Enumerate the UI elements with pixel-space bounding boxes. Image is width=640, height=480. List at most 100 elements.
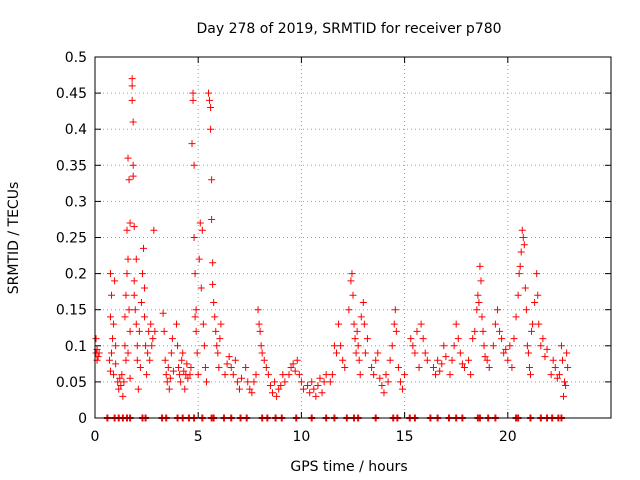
data-point xyxy=(196,219,204,227)
y-axis-label: SRMTID / TECUs xyxy=(6,182,22,295)
data-point xyxy=(481,353,489,361)
data-point xyxy=(287,363,295,371)
data-point xyxy=(130,223,138,231)
data-point xyxy=(520,241,528,249)
data-point xyxy=(189,89,197,97)
data-point xyxy=(212,327,220,335)
data-point xyxy=(121,313,129,321)
data-point xyxy=(178,356,186,364)
data-point xyxy=(258,349,266,357)
data-point xyxy=(129,161,137,169)
data-point xyxy=(269,389,277,397)
data-point xyxy=(467,371,475,379)
data-point xyxy=(257,342,265,350)
data-point xyxy=(345,306,353,314)
data-point xyxy=(496,327,504,335)
data-point xyxy=(473,306,481,314)
data-point xyxy=(221,371,229,379)
data-point xyxy=(129,172,137,180)
data-point xyxy=(275,385,283,393)
data-point xyxy=(391,306,399,314)
data-point xyxy=(186,371,194,379)
data-point xyxy=(227,363,235,371)
data-point xyxy=(508,363,516,371)
x-tick-label: 0 xyxy=(91,429,100,445)
data-point xyxy=(314,382,322,390)
data-point xyxy=(460,363,468,371)
data-point xyxy=(137,298,145,306)
data-point xyxy=(149,335,157,343)
data-point xyxy=(205,89,213,97)
data-point xyxy=(108,291,116,299)
data-point xyxy=(248,389,256,397)
data-point xyxy=(332,349,340,357)
x-tick-label: 10 xyxy=(292,429,310,445)
data-point xyxy=(384,378,392,386)
data-point xyxy=(208,215,216,223)
data-point xyxy=(370,371,378,379)
data-point xyxy=(471,327,479,335)
data-point xyxy=(293,356,301,364)
data-point xyxy=(456,349,464,357)
data-point xyxy=(374,349,382,357)
data-point xyxy=(413,327,421,335)
data-point xyxy=(148,342,156,350)
data-point xyxy=(190,234,198,241)
data-point xyxy=(363,335,371,343)
data-point xyxy=(537,342,545,350)
data-point xyxy=(193,349,201,357)
data-point xyxy=(351,335,359,343)
data-point xyxy=(322,371,330,379)
y-tick-label: 0.15 xyxy=(56,303,87,319)
data-point xyxy=(144,349,152,357)
data-point xyxy=(201,363,209,371)
data-point xyxy=(108,349,116,357)
data-point xyxy=(95,349,103,357)
data-point xyxy=(518,226,526,234)
data-point xyxy=(128,96,136,104)
data-point xyxy=(211,313,219,321)
data-point xyxy=(353,327,361,335)
data-point xyxy=(110,371,118,379)
data-point xyxy=(306,389,314,397)
data-point xyxy=(195,255,203,263)
data-point xyxy=(434,356,442,364)
data-point xyxy=(352,349,360,357)
data-point xyxy=(166,374,174,382)
data-point xyxy=(209,259,217,267)
data-point xyxy=(191,313,199,321)
data-point xyxy=(125,176,133,184)
data-point xyxy=(555,371,563,379)
data-point xyxy=(285,371,293,379)
data-point xyxy=(529,320,537,328)
data-point xyxy=(356,371,364,379)
data-point xyxy=(141,313,149,321)
data-point xyxy=(409,342,417,350)
data-point xyxy=(557,342,565,350)
data-point xyxy=(539,335,547,343)
data-point xyxy=(368,363,376,371)
data-point xyxy=(126,219,134,227)
data-point xyxy=(256,327,264,335)
data-point xyxy=(216,335,224,343)
data-point xyxy=(223,360,231,368)
data-point xyxy=(183,360,191,368)
data-point xyxy=(478,313,486,321)
data-point xyxy=(382,371,390,379)
data-point xyxy=(512,313,520,321)
data-point xyxy=(126,327,134,335)
data-point xyxy=(132,320,140,328)
data-point xyxy=(254,306,262,314)
data-point xyxy=(130,291,138,299)
data-point xyxy=(207,104,215,112)
data-point xyxy=(308,378,316,386)
data-point xyxy=(326,378,334,386)
data-point xyxy=(521,284,529,292)
data-point xyxy=(516,262,524,270)
data-point xyxy=(106,313,114,321)
data-point xyxy=(316,374,324,382)
data-point xyxy=(200,342,208,350)
data-point xyxy=(194,371,202,379)
data-point xyxy=(551,363,559,371)
